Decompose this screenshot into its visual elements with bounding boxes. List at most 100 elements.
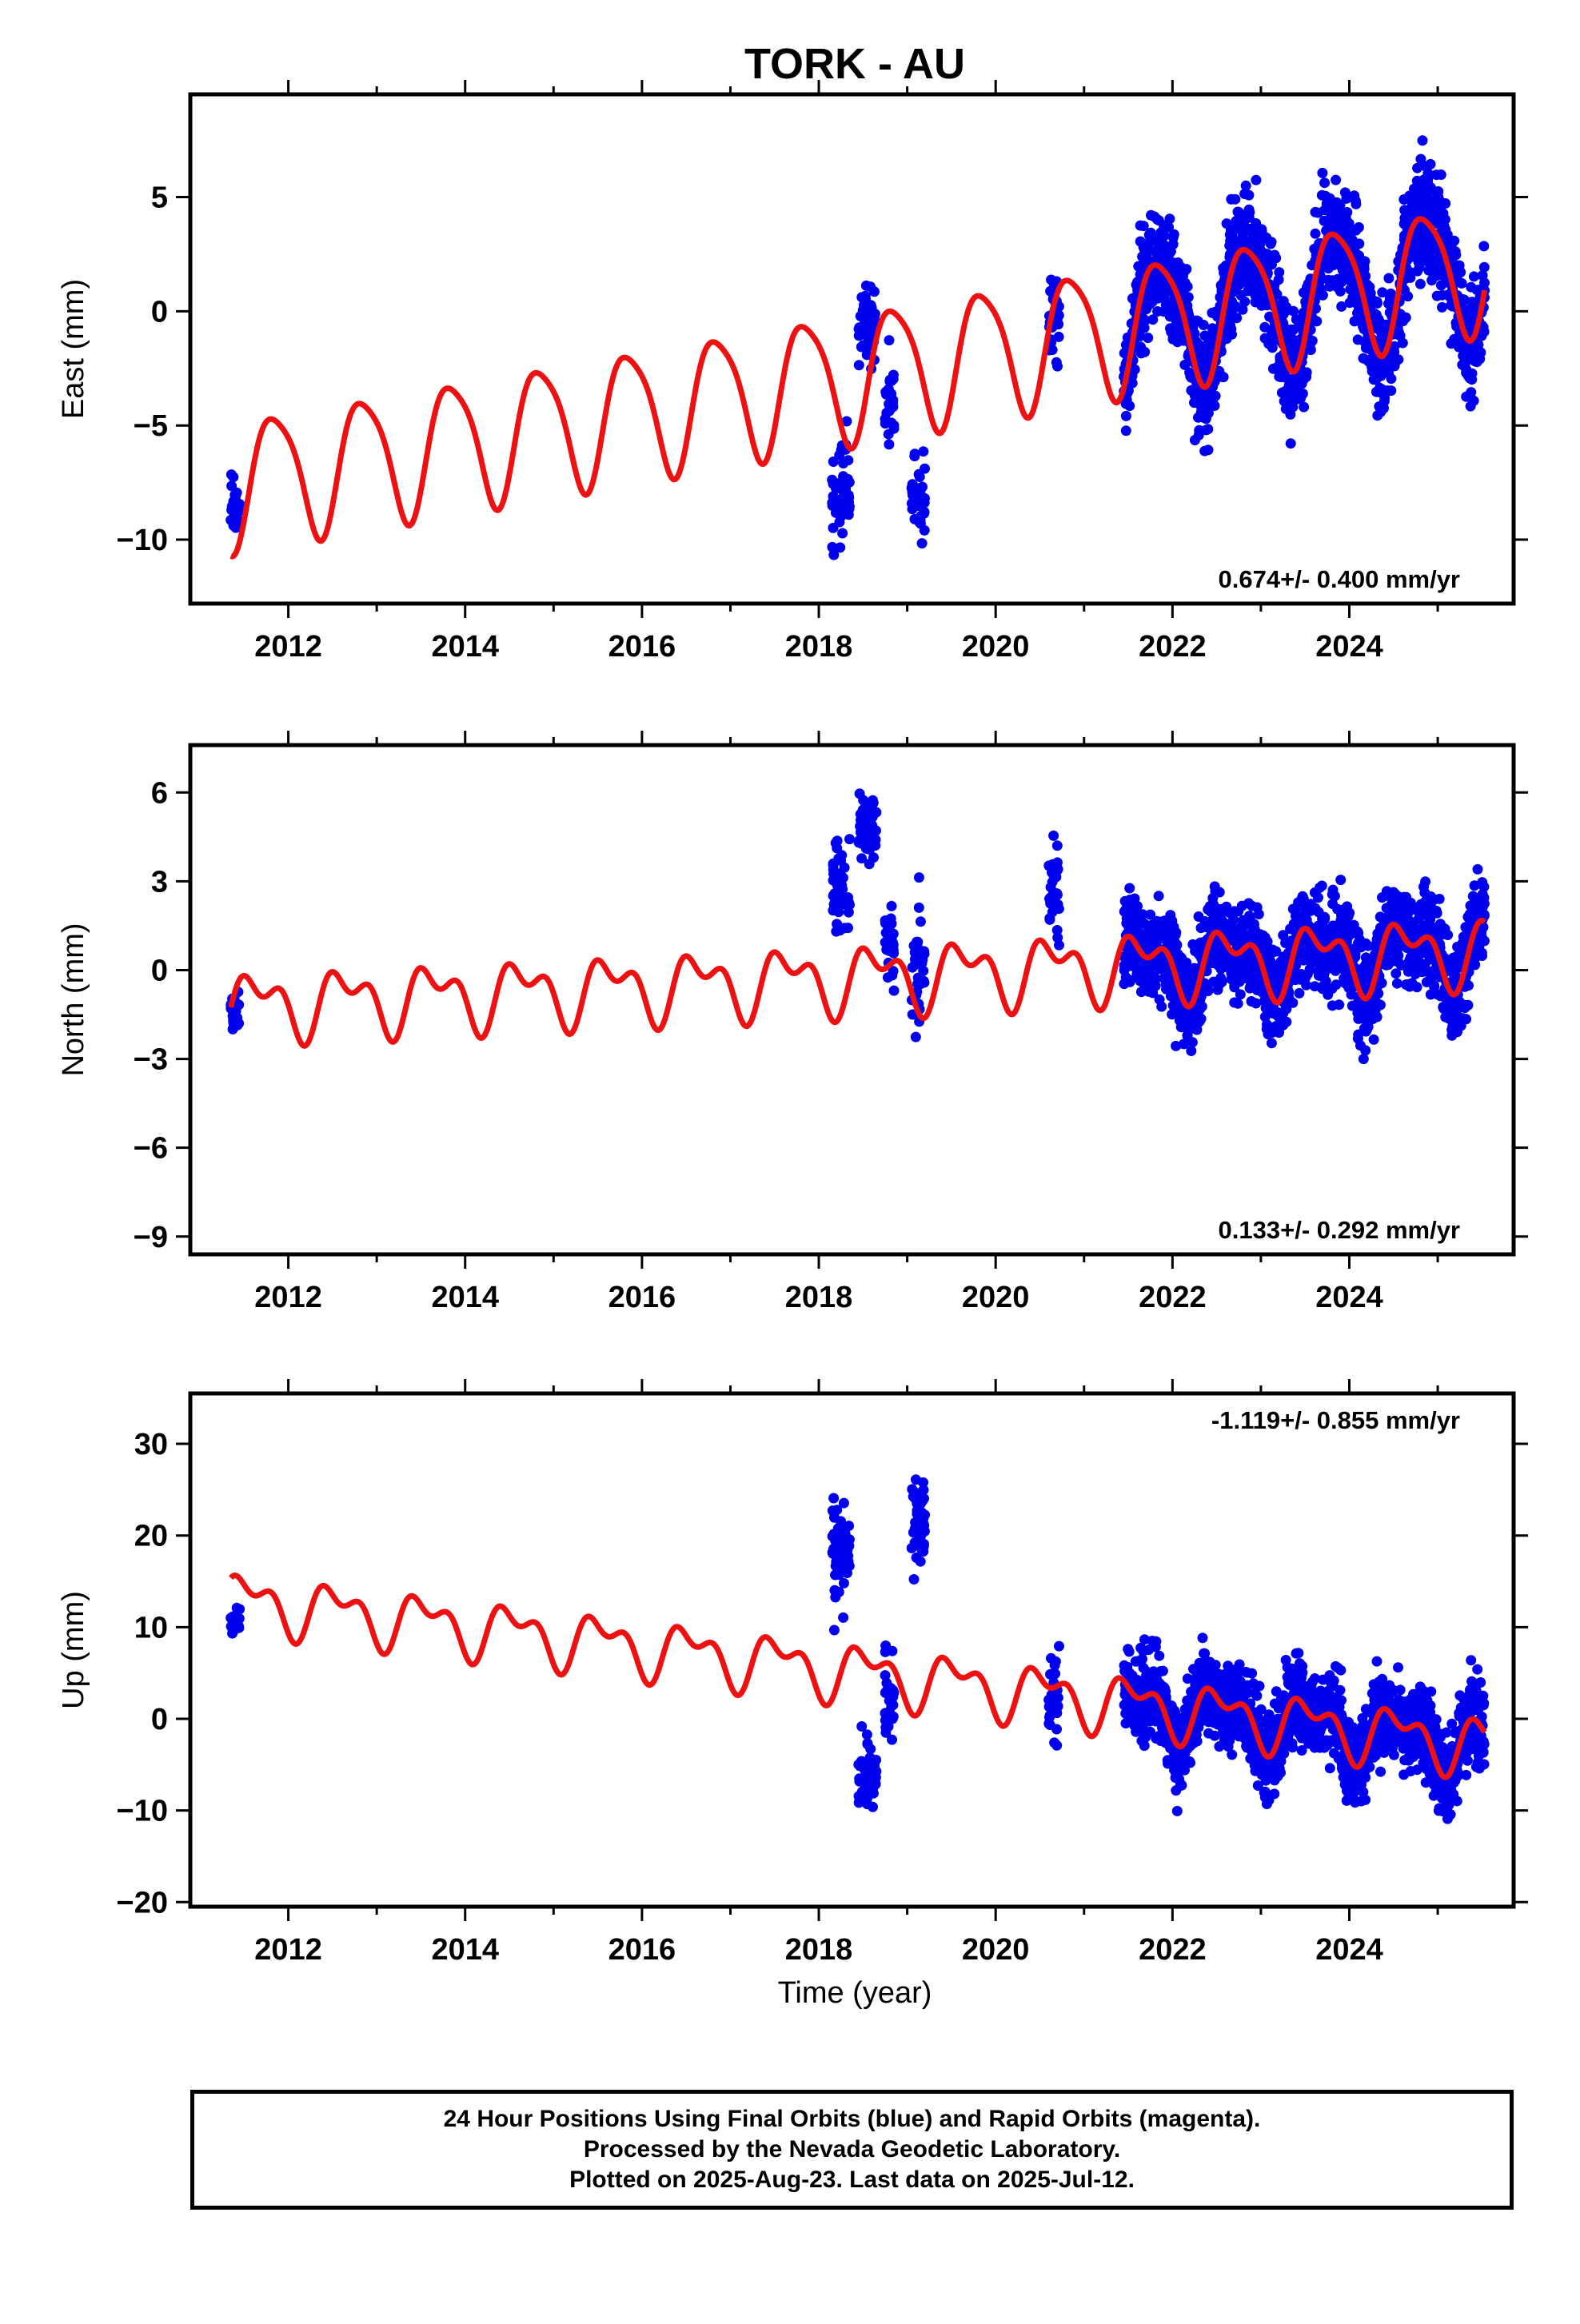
observation-point (1426, 159, 1436, 169)
observation-point (887, 1735, 897, 1745)
observation-point (918, 1477, 928, 1488)
observation-point (1326, 253, 1336, 264)
observation-point (1121, 918, 1131, 928)
observation-point (1274, 1027, 1284, 1038)
observation-point (1430, 194, 1441, 205)
observation-point (233, 1017, 243, 1027)
observation-point (912, 1509, 922, 1519)
observation-point (1247, 996, 1257, 1007)
observation-point (914, 469, 924, 480)
observation-point (911, 1032, 921, 1042)
observation-point (1172, 327, 1183, 337)
observation-point (1354, 238, 1364, 249)
observation-point (1051, 1724, 1062, 1735)
observation-point (1272, 1011, 1283, 1021)
observation-point (1317, 919, 1327, 929)
observation-point (1215, 979, 1225, 990)
observation-point (828, 1493, 839, 1504)
y-tick-label: −5 (134, 409, 168, 443)
observation-point (1051, 357, 1062, 368)
observation-point (1153, 293, 1163, 304)
observation-point (865, 1752, 876, 1763)
observation-point (1454, 277, 1465, 288)
x-tick-label: 2020 (962, 1281, 1030, 1314)
observation-point (868, 830, 879, 840)
x-tick-label: 2012 (254, 630, 322, 664)
observation-point (1267, 1038, 1277, 1048)
observation-point (1332, 921, 1343, 931)
observation-point (1121, 425, 1131, 436)
observation-point (887, 901, 897, 911)
observation-point (1054, 1641, 1064, 1652)
observation-point (1045, 899, 1055, 909)
observation-point (916, 492, 927, 502)
observation-point (888, 1685, 898, 1696)
observation-point (1410, 967, 1420, 978)
observation-point (1478, 241, 1489, 251)
observation-point (840, 500, 850, 511)
observation-point (1193, 413, 1203, 423)
observation-point (1327, 889, 1338, 899)
observation-point (229, 1624, 240, 1634)
observation-point (1044, 1712, 1055, 1723)
observation-point (1479, 936, 1490, 947)
x-tick-label: 2022 (1139, 1281, 1207, 1314)
observation-point (868, 852, 879, 863)
observation-point (1299, 402, 1309, 413)
observation-point (1213, 951, 1223, 962)
observation-point (1242, 274, 1252, 285)
observation-point (912, 1488, 923, 1498)
observation-point (889, 986, 900, 996)
observation-point (1441, 1006, 1451, 1016)
observation-point (828, 456, 839, 467)
observation-point (914, 903, 924, 913)
observation-point (912, 979, 923, 989)
observation-point (907, 482, 917, 492)
observation-point (1190, 435, 1200, 445)
observation-point (1276, 956, 1287, 967)
observation-point (884, 1708, 894, 1719)
observation-point (918, 1546, 928, 1557)
observation-point (1047, 868, 1058, 879)
observation-point (838, 1612, 848, 1623)
observation-point (884, 429, 894, 440)
observation-point (1139, 245, 1150, 255)
observation-point (1256, 224, 1267, 234)
observation-point (1386, 385, 1396, 396)
observation-point (1143, 935, 1154, 946)
observation-point (854, 360, 864, 370)
observation-point (1429, 980, 1439, 991)
observation-point (1241, 181, 1251, 191)
observation-point (1162, 221, 1172, 232)
observation-point (844, 1521, 854, 1531)
observation-point (1251, 290, 1261, 301)
observation-point (1187, 1022, 1197, 1033)
observation-point (1363, 1022, 1374, 1032)
observation-point (1244, 205, 1255, 215)
observation-point (1344, 908, 1355, 919)
y-tick-label: −9 (134, 1221, 168, 1254)
observation-point (1178, 1014, 1188, 1024)
observation-point (1124, 883, 1135, 894)
observation-point (1415, 206, 1426, 217)
observation-point (909, 1574, 920, 1585)
observation-point (1152, 306, 1163, 317)
observation-point (885, 375, 896, 385)
x-tick-label: 2012 (254, 1281, 322, 1314)
observation-point (844, 899, 855, 910)
observation-point (1475, 348, 1486, 358)
observation-point (1446, 1025, 1457, 1035)
observation-point (828, 1529, 839, 1539)
observation-point (1372, 410, 1382, 421)
x-tick-label: 2016 (608, 630, 676, 664)
observation-point (1193, 1009, 1203, 1019)
observation-point (886, 417, 896, 428)
x-tick-label: 2018 (785, 1281, 853, 1314)
observation-point (1214, 960, 1224, 971)
observation-point (1222, 218, 1232, 229)
observation-point (1144, 299, 1155, 309)
observation-point (1284, 335, 1295, 345)
observation-point (1327, 1000, 1338, 1011)
